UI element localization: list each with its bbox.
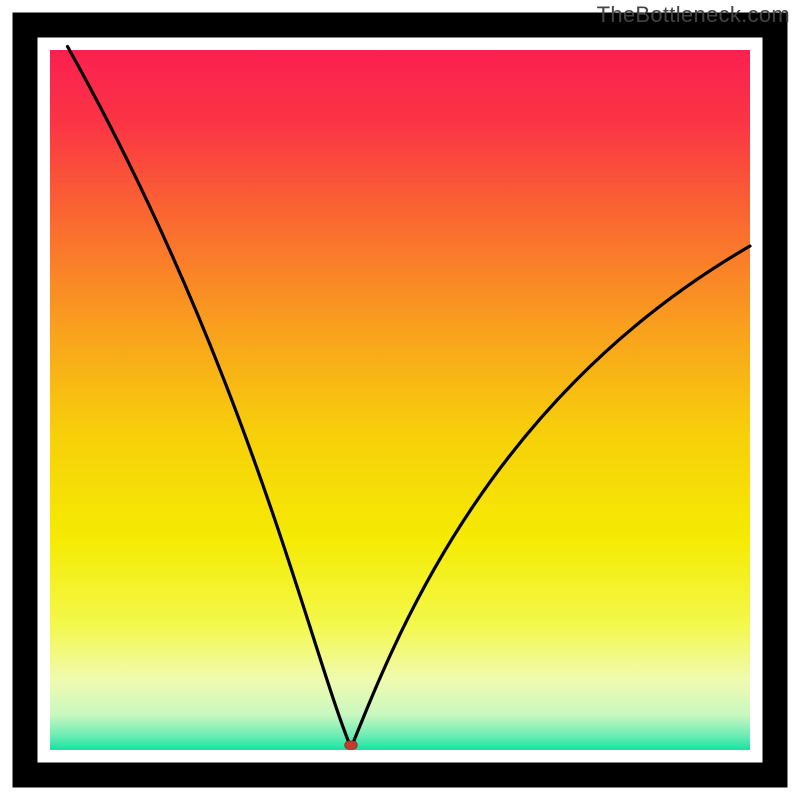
plot-background	[50, 50, 750, 750]
bottleneck-chart	[0, 0, 800, 800]
optimal-point-marker	[345, 741, 358, 749]
chart-container: TheBottleneck.com	[0, 0, 800, 800]
